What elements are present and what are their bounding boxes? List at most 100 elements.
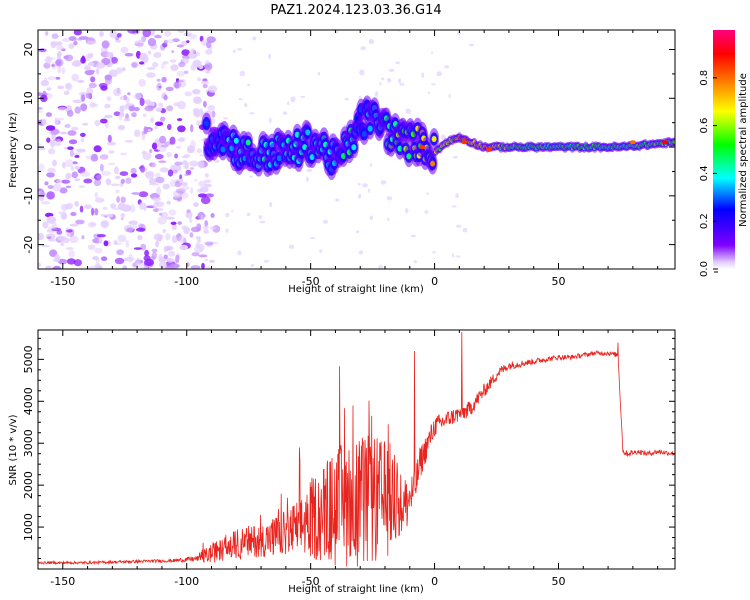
- spectral-speckle: [83, 178, 93, 184]
- spectral-speckle: [94, 191, 99, 199]
- spectral-speckle: [197, 193, 207, 198]
- spectral-speckle: [141, 56, 148, 62]
- spectral-speckle: [108, 162, 115, 166]
- spectral-speckle: [87, 221, 97, 228]
- spectral-speckle: [287, 101, 290, 106]
- spectral-speckle: [116, 249, 124, 256]
- spectral-speckle: [306, 168, 313, 172]
- spectral-speckle: [166, 200, 171, 205]
- spectral-speckle: [96, 234, 106, 238]
- spectral-speckle: [98, 237, 103, 244]
- spectral-speckle: [70, 166, 75, 171]
- ridge-bright-spot: [461, 140, 468, 145]
- spectral-speckle: [41, 118, 47, 126]
- spectral-speckle: [378, 264, 384, 269]
- spectral-speckle: [57, 106, 67, 111]
- spectral-speckle: [53, 138, 61, 142]
- spectral-speckle: [191, 252, 200, 257]
- spectral-speckle: [150, 117, 155, 123]
- spectral-speckle: [431, 83, 436, 86]
- spectral-speckle: [109, 30, 118, 39]
- spectral-speckle: [68, 249, 75, 258]
- spectral-speckle: [135, 257, 141, 266]
- spectral-speckle: [138, 79, 147, 87]
- spectral-speckle: [452, 252, 454, 258]
- spectral-speckle: [183, 70, 189, 75]
- snr-y-axis-label: SNR (10 * v/v): [8, 414, 19, 485]
- spectrogram-y-axis-label: Frequency (Hz): [8, 112, 19, 188]
- spectral-speckle: [152, 208, 159, 213]
- spectral-speckle: [128, 220, 138, 226]
- spectral-speckle: [205, 49, 213, 55]
- spectral-speckle: [210, 213, 215, 218]
- spectral-speckle: [99, 31, 104, 37]
- spectral-speckle: [89, 102, 96, 108]
- colorbar-gradient: [713, 30, 735, 269]
- spectral-speckle: [125, 177, 132, 184]
- spectral-speckle: [121, 67, 126, 72]
- spectral-speckle: [80, 137, 85, 143]
- spectral-speckle: [173, 81, 182, 89]
- spectral-speckle: [100, 118, 108, 124]
- spectral-speckle: [131, 62, 138, 68]
- ridge-bright-spot: [486, 147, 493, 152]
- spectral-speckle: [171, 50, 175, 53]
- spectral-speckle: [72, 99, 83, 104]
- y-tick-label: 5000: [22, 345, 35, 373]
- spectral-speckle: [177, 125, 186, 133]
- spectral-speckle: [114, 166, 119, 175]
- spectral-speckle: [131, 192, 141, 195]
- spectral-speckle: [123, 118, 131, 122]
- spectral-speckle: [66, 109, 74, 117]
- spectral-speckle: [192, 59, 202, 68]
- spectral-speckle: [120, 217, 124, 220]
- spectral-speckle: [38, 143, 42, 146]
- spectral-speckle: [148, 178, 157, 185]
- spectral-speckle: [56, 45, 64, 51]
- spectral-speckle: [131, 112, 137, 118]
- spectral-speckle: [55, 58, 64, 67]
- spectral-speckle: [122, 265, 127, 269]
- spectral-speckle: [94, 119, 101, 127]
- spectral-speckle: [78, 185, 85, 189]
- spectral-speckle: [46, 191, 55, 200]
- spectral-speckle: [42, 221, 49, 229]
- spectral-speckle: [38, 262, 42, 267]
- spectral-speckle: [176, 80, 184, 83]
- spectral-speckle: [59, 131, 68, 135]
- spectral-speckle: [142, 30, 151, 38]
- spectral-speckle: [194, 178, 198, 182]
- spectral-speckle: [74, 165, 81, 170]
- spectral-speckle: [182, 160, 188, 165]
- colorbar-tick-label: 0.0: [699, 261, 710, 277]
- spectral-speckle: [134, 40, 138, 46]
- spectral-speckle: [90, 155, 99, 162]
- spectral-speckle: [96, 174, 102, 180]
- spectral-speckle: [177, 100, 186, 110]
- spectral-speckle: [290, 96, 296, 103]
- spectral-speckle: [69, 235, 79, 244]
- colorbar: 0.0 0.2 0.4 0.6 0.8 Normalized spectral ampl…: [699, 30, 749, 277]
- y-tick-label: 3000: [22, 429, 35, 457]
- spectral-speckle: [207, 85, 218, 93]
- spectral-speckle: [61, 179, 71, 184]
- spectral-speckle: [175, 254, 180, 263]
- spectral-speckle: [59, 187, 68, 194]
- x-tick-label: 0: [431, 275, 438, 288]
- spectral-speckle: [46, 137, 51, 143]
- spectral-speckle: [405, 108, 412, 114]
- spectral-speckle: [161, 144, 169, 148]
- spectral-speckle: [71, 73, 80, 82]
- spectral-speckle: [247, 83, 251, 87]
- spectral-speckle: [88, 62, 95, 66]
- spectral-speckle: [193, 202, 199, 207]
- spectral-speckle: [74, 154, 80, 158]
- spectral-speckle: [172, 38, 180, 43]
- spectral-speckle: [231, 210, 234, 213]
- spectral-speckle: [45, 125, 56, 131]
- spectral-speckle: [77, 79, 85, 83]
- spectral-speckle: [38, 48, 47, 53]
- spectral-speckle: [167, 123, 172, 131]
- spectral-speckle: [195, 236, 201, 240]
- spectral-speckle: [80, 94, 86, 102]
